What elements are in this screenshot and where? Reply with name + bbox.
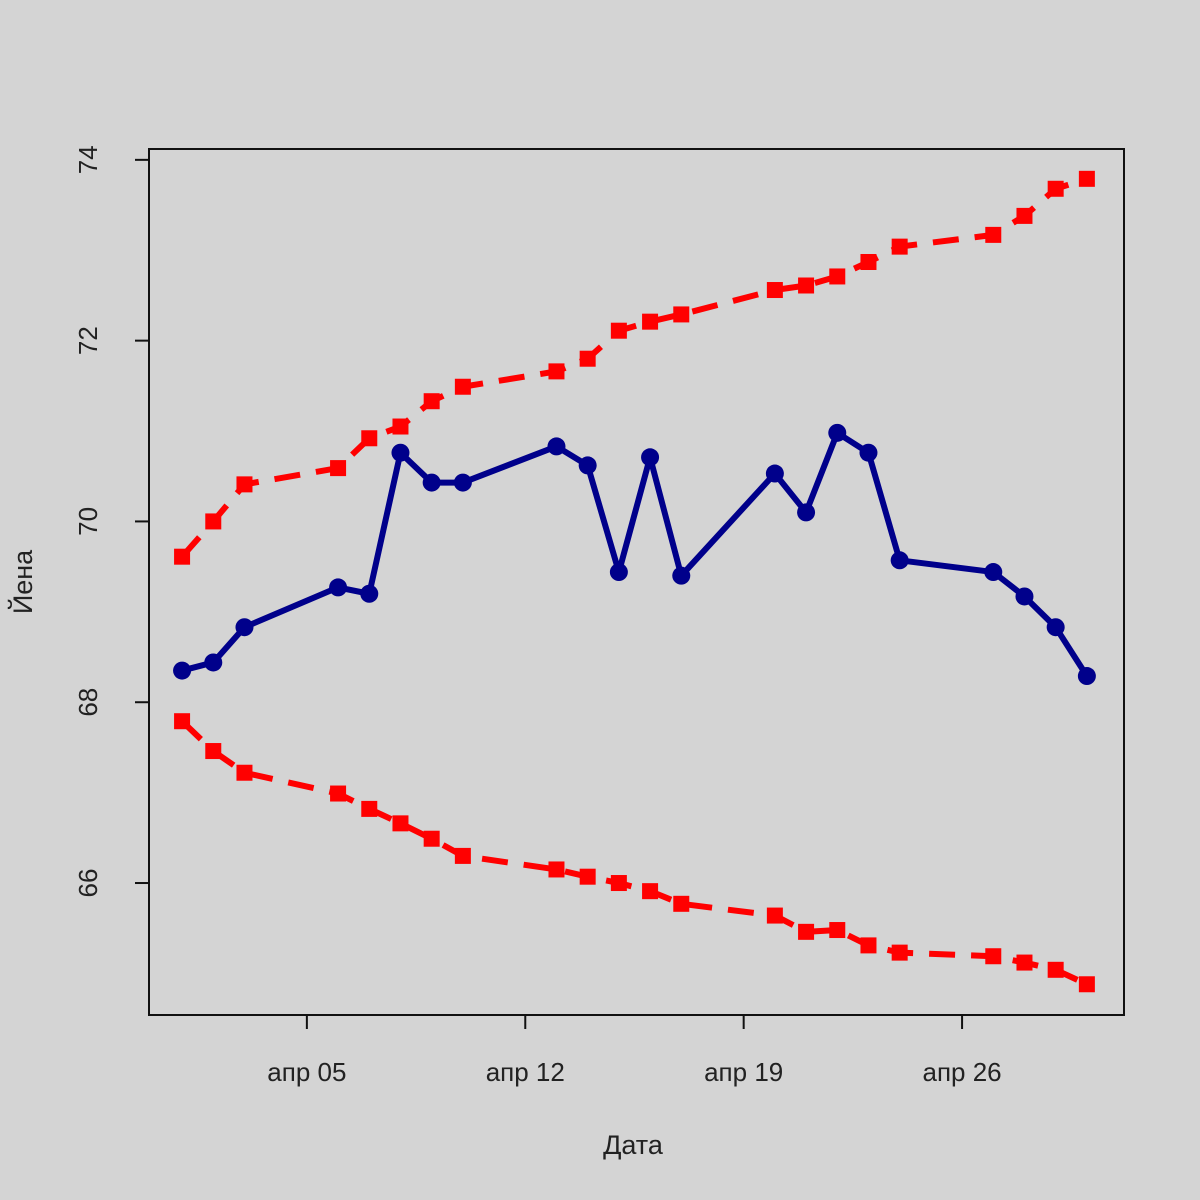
point-upper: [1078, 170, 1095, 187]
series-line-lower: [179, 719, 1089, 987]
y-tick-label: 70: [73, 507, 103, 536]
point-value: [547, 437, 566, 456]
point-upper: [392, 418, 409, 435]
point-upper: [860, 253, 877, 270]
point-lower: [798, 923, 815, 940]
point-lower: [423, 830, 440, 847]
point-value: [204, 653, 223, 672]
point-value: [890, 551, 909, 570]
y-axis-label: Йена: [7, 549, 38, 614]
point-value: [1046, 618, 1065, 637]
point-lower: [673, 895, 690, 912]
point-upper: [1047, 180, 1064, 197]
point-value: [765, 464, 784, 483]
x-tick-label: апр 12: [486, 1057, 565, 1087]
x-axis-label: Дата: [603, 1130, 664, 1160]
point-lower: [330, 785, 347, 802]
point-lower: [454, 847, 471, 864]
point-value: [1077, 667, 1096, 686]
point-upper: [174, 548, 191, 565]
point-lower: [1078, 976, 1095, 993]
point-value: [641, 448, 660, 467]
plot-frame: [148, 148, 1125, 1016]
x-tick-label: апр 19: [704, 1057, 783, 1087]
point-value: [609, 563, 628, 582]
point-value: [422, 473, 441, 492]
point-value: [235, 618, 254, 637]
y-tick-label: 72: [73, 326, 103, 355]
x-tick-label: апр 26: [922, 1057, 1001, 1087]
point-upper: [829, 268, 846, 285]
point-upper: [673, 306, 690, 323]
point-upper: [891, 238, 908, 255]
point-value: [453, 473, 472, 492]
point-value: [329, 578, 348, 597]
point-lower: [829, 922, 846, 939]
point-upper: [766, 282, 783, 299]
point-lower: [1047, 961, 1064, 978]
point-value: [828, 423, 847, 442]
point-upper: [361, 430, 378, 447]
point-lower: [1016, 954, 1033, 971]
point-upper: [236, 476, 253, 493]
point-value: [984, 563, 1003, 582]
point-upper: [985, 226, 1002, 243]
point-value: [797, 503, 816, 522]
point-value: [859, 443, 878, 462]
point-lower: [174, 713, 191, 730]
point-value: [173, 661, 192, 680]
point-upper: [610, 322, 627, 339]
point-upper: [642, 313, 659, 330]
series-value: [173, 423, 1096, 686]
point-upper: [798, 277, 815, 294]
point-value: [672, 566, 691, 585]
point-value: [578, 456, 597, 475]
point-lower: [205, 743, 222, 760]
point-lower: [392, 815, 409, 832]
y-tick-label: 68: [73, 688, 103, 717]
series-line-value: [181, 429, 1090, 678]
point-lower: [548, 861, 565, 878]
series-line-upper: [179, 175, 1088, 559]
point-value: [1015, 587, 1034, 606]
point-upper: [454, 378, 471, 395]
x-tick-label: апр 05: [267, 1057, 346, 1087]
point-value: [391, 443, 410, 462]
axes: апр 05 апр 12 апр 19 апр 26 66 68 70 72 74: [73, 145, 1002, 1087]
point-lower: [891, 944, 908, 961]
point-lower: [985, 948, 1002, 965]
point-lower: [236, 764, 253, 781]
point-lower: [610, 875, 627, 892]
point-lower: [860, 937, 877, 954]
series-lower: [174, 713, 1095, 993]
point-upper: [330, 460, 347, 477]
point-lower: [766, 907, 783, 924]
point-value: [360, 584, 379, 603]
point-upper: [579, 350, 596, 367]
point-lower: [579, 868, 596, 885]
series-layer: [173, 170, 1096, 993]
point-upper: [423, 393, 440, 410]
point-lower: [361, 800, 378, 817]
series-upper: [174, 170, 1095, 565]
point-upper: [205, 513, 222, 530]
point-upper: [548, 363, 565, 380]
point-upper: [1016, 207, 1033, 224]
y-tick-label: 66: [73, 869, 103, 898]
y-tick-label: 74: [73, 145, 103, 174]
point-lower: [642, 883, 659, 900]
